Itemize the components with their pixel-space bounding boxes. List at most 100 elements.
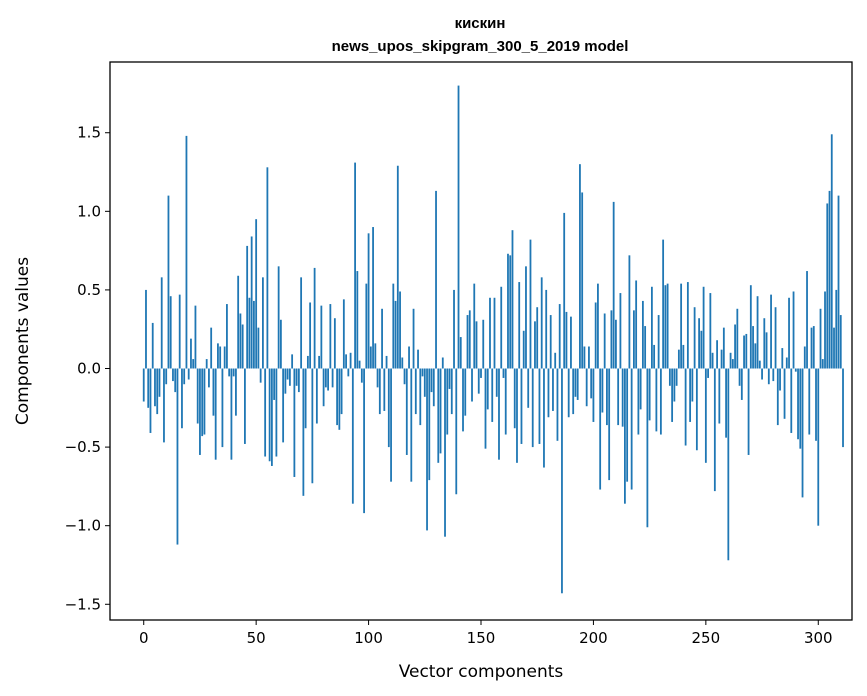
bar-component-3 [149, 368, 152, 433]
bar-component-77 [315, 368, 318, 424]
bar-component-213 [621, 368, 624, 427]
y-tick-label: 1.5 [77, 124, 101, 142]
bar-component-296 [808, 368, 811, 435]
bar-component-152 [484, 368, 487, 449]
bar-component-166 [516, 368, 518, 463]
bar-component-292 [799, 368, 802, 449]
bar-component-257 [720, 349, 723, 369]
bar-component-78 [318, 355, 321, 369]
bar-component-79 [320, 305, 323, 369]
bar-component-35 [221, 368, 224, 448]
bar-component-194 [579, 164, 581, 369]
bar-component-272 [754, 343, 757, 369]
bar-component-9 [163, 368, 165, 443]
y-tick-label: 0.5 [77, 281, 101, 299]
bar-component-299 [815, 368, 817, 441]
bar-component-304 [826, 203, 829, 369]
bar-component-181 [549, 315, 552, 369]
bar-component-160 [502, 368, 505, 378]
x-tick-label: 250 [692, 629, 721, 647]
bar-component-120 [412, 308, 415, 369]
bar-component-184 [556, 368, 559, 441]
bar-component-258 [722, 327, 725, 369]
bar-component-101 [369, 346, 372, 369]
bar-component-47 [248, 297, 251, 369]
bar-component-188 [565, 311, 568, 369]
bar-component-173 [531, 368, 534, 448]
bar-component-41 [235, 368, 237, 416]
bar-component-86 [336, 368, 338, 426]
y-axis-ticks: −1.5 −1.0 −0.5 0.0 0.5 1.0 1.5 [65, 124, 110, 613]
bar-component-16 [178, 294, 181, 369]
bar-component-163 [509, 255, 512, 369]
bar-component-186 [561, 368, 563, 594]
bar-component-13 [172, 368, 174, 382]
bar-component-293 [801, 368, 804, 498]
bar-component-82 [327, 368, 329, 391]
bar-component-121 [414, 368, 417, 415]
bar-component-134 [444, 368, 446, 537]
bar-component-307 [833, 327, 835, 369]
bar-component-144 [466, 315, 469, 369]
bar-component-191 [572, 368, 575, 415]
bar-component-159 [500, 286, 503, 369]
bar-component-119 [410, 368, 413, 482]
bar-component-25 [199, 368, 201, 455]
bar-component-268 [745, 333, 748, 369]
bar-component-146 [471, 368, 473, 402]
bar-component-235 [671, 368, 674, 422]
bar-component-275 [761, 368, 763, 380]
bar-component-238 [677, 349, 680, 369]
bar-component-128 [430, 368, 433, 393]
bar-component-123 [419, 368, 422, 426]
bar-component-115 [401, 357, 404, 369]
bar-component-141 [459, 337, 462, 369]
bar-component-251 [707, 368, 709, 378]
bar-component-223 [644, 326, 647, 369]
bar-component-156 [493, 297, 496, 369]
bar-component-241 [684, 368, 687, 446]
bar-component-243 [689, 368, 692, 422]
bar-component-210 [615, 319, 617, 369]
bar-component-87 [338, 368, 341, 430]
bar-component-74 [309, 302, 312, 369]
bar-component-224 [646, 368, 649, 528]
bar-component-294 [803, 346, 806, 369]
bar-component-206 [606, 368, 608, 426]
bar-component-179 [545, 289, 548, 369]
bar-component-39 [230, 368, 233, 460]
bar-component-34 [219, 346, 222, 369]
bar-component-131 [437, 368, 440, 463]
bar-component-140 [457, 85, 460, 369]
bar-component-245 [693, 307, 696, 369]
bar-component-17 [181, 368, 183, 429]
bar-component-301 [819, 308, 822, 369]
bar-component-69 [297, 368, 300, 393]
bar-component-187 [563, 212, 566, 369]
bar-component-99 [365, 283, 368, 369]
bar-component-262 [731, 359, 734, 369]
bar-component-176 [538, 368, 541, 444]
bar-component-177 [540, 277, 543, 369]
bar-component-218 [633, 310, 635, 369]
bar-component-157 [495, 368, 498, 397]
bar-component-208 [610, 310, 613, 369]
bar-component-76 [313, 267, 316, 369]
chart-subtitle: news_upos_skipgram_300_5_2019 model [332, 38, 629, 55]
bar-component-4 [151, 322, 154, 369]
bar-component-161 [504, 368, 507, 435]
bar-component-309 [837, 195, 840, 369]
bar-component-295 [806, 271, 808, 369]
bar-component-216 [628, 255, 631, 369]
bar-component-85 [333, 318, 336, 369]
bar-component-55 [266, 167, 269, 369]
bar-component-73 [306, 355, 309, 369]
bar-component-212 [619, 293, 622, 369]
bar-component-106 [381, 308, 383, 369]
bar-component-107 [383, 368, 386, 411]
bar-component-169 [522, 330, 525, 369]
bar-component-164 [511, 230, 514, 369]
bar-component-56 [268, 368, 271, 462]
bar-component-199 [590, 368, 593, 399]
bar-component-145 [468, 310, 471, 369]
